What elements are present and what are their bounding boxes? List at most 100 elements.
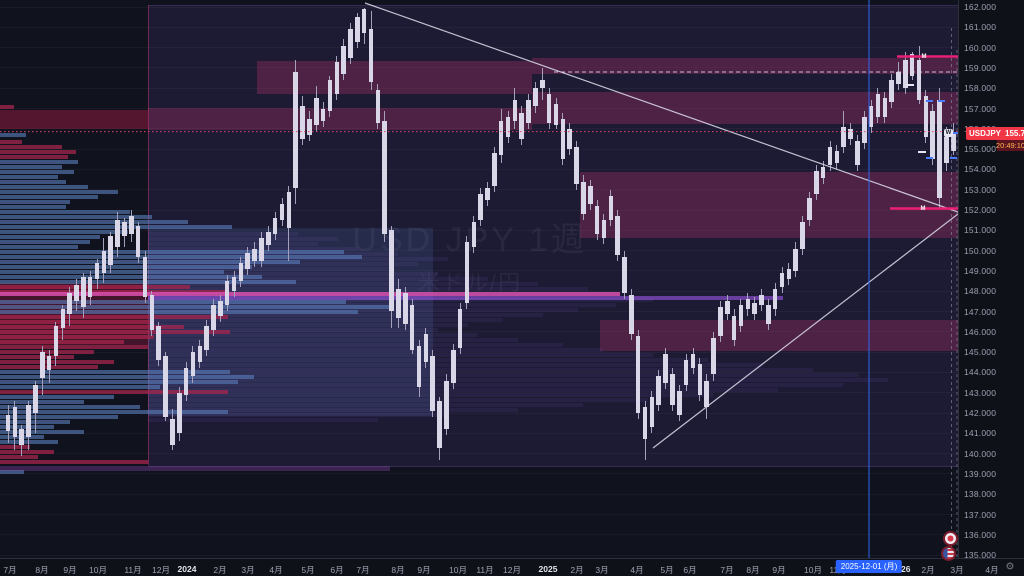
candle-body: [218, 301, 223, 316]
box-volume-row: [148, 313, 543, 317]
volume-profile-row: [0, 325, 184, 329]
price-axis-label: 143.000: [964, 387, 997, 398]
current-price-label: USDJPY 155.758: [966, 127, 1024, 140]
candle-body: [567, 128, 572, 150]
box-volume-row: [148, 237, 338, 241]
box-left-edge: [148, 5, 149, 465]
candle-body: [793, 248, 799, 271]
candle-body: [19, 429, 24, 446]
candle-body: [46, 356, 52, 371]
box-volume-row: [148, 257, 448, 261]
price-axis-label: 137.000: [964, 509, 997, 520]
volume-profile-row: [0, 455, 38, 459]
white-dash-marker: [906, 84, 914, 86]
box-volume-row: [148, 287, 588, 291]
box-volume-row: [148, 232, 298, 236]
time-axis-label: 3月: [595, 565, 609, 575]
blue-dash-marker: [938, 100, 945, 102]
volume-profile-row: [0, 185, 88, 189]
japan-flag-event-icon[interactable]: [943, 531, 958, 546]
candle-body: [697, 364, 703, 395]
candle-body: [416, 346, 422, 387]
price-axis-label: 140.000: [964, 448, 997, 459]
gear-icon[interactable]: ⚙: [1005, 561, 1015, 573]
candle-body: [313, 98, 319, 125]
candle-body: [430, 356, 435, 411]
candle-body: [519, 112, 525, 139]
box-volume-row: [148, 398, 648, 402]
volume-profile-row: [0, 230, 128, 234]
time-axis-label: 5月: [301, 565, 315, 575]
trend-line[interactable]: [364, 2, 958, 213]
candle-body: [211, 305, 216, 330]
candle-body: [834, 151, 840, 164]
candle-body: [752, 303, 757, 314]
time-axis[interactable]: 7月 8月 9月 10月 11月 12月 2024 2月 3月 4月 5月 6月 7月 8月 9月 10月 11…: [0, 558, 1024, 576]
volume-profile-row: [0, 260, 300, 264]
candle-body: [204, 325, 209, 351]
price-axis-label: 145.000: [964, 347, 997, 358]
candle-body: [807, 197, 812, 221]
volume-profile-row: [0, 390, 228, 394]
candle-body: [690, 354, 696, 369]
volume-profile-row: [0, 270, 224, 274]
candle-body: [33, 384, 38, 413]
price-axis-label: 150.000: [964, 245, 997, 256]
price-axis-label: 159.000: [964, 62, 997, 73]
volume-profile-row: [0, 210, 130, 214]
candle-body: [409, 305, 415, 351]
candle-body: [505, 116, 511, 137]
time-axis-label: 4月: [269, 565, 283, 575]
blue-dash-marker: [953, 132, 958, 134]
candle-body: [156, 325, 161, 361]
blue-dash-marker: [950, 157, 957, 159]
time-axis-label: 12月: [503, 565, 521, 575]
box-volume-row: [148, 318, 503, 322]
candle-body: [176, 392, 182, 434]
candle-body: [540, 80, 545, 89]
candle-body: [471, 222, 477, 247]
volume-profile-row: [0, 255, 362, 259]
price-axis-label: 155.000: [964, 144, 997, 155]
candle-body: [87, 276, 93, 298]
candle-body: [403, 293, 408, 324]
price-axis-label: 144.000: [964, 367, 997, 378]
trend-line[interactable]: [652, 213, 958, 449]
volume-profile-row: [0, 150, 76, 154]
candle-body: [533, 88, 538, 107]
candle-body: [142, 256, 148, 298]
crosshair-date-label: 2025-12-01 (月): [835, 560, 903, 573]
candle-body: [889, 80, 894, 103]
volume-profile-row: [0, 285, 190, 289]
candle-body: [896, 71, 901, 85]
volume-profile-row: [0, 385, 160, 389]
candle-body: [670, 374, 675, 405]
price-axis-label: 152.000: [964, 205, 997, 215]
candle-body: [677, 390, 682, 416]
candle-body: [498, 120, 504, 156]
candle-body: [485, 187, 490, 200]
candle-body: [841, 126, 846, 148]
time-axis-label: 2月: [570, 565, 584, 575]
supply-demand-zone: [580, 172, 958, 238]
candle-body: [546, 94, 552, 123]
price-axis[interactable]: 162.000 161.000 160.000 159.000 158.000 157.0…: [958, 0, 1024, 560]
volume-profile-row: [0, 105, 14, 109]
candle-body: [779, 272, 785, 288]
volume-profile-row: [0, 140, 22, 144]
volume-profile-row: [0, 360, 114, 364]
candle-body: [512, 100, 518, 121]
time-axis-label: 12月: [152, 565, 170, 575]
us-flag-event-icon[interactable]: [941, 546, 956, 561]
price-axis-label: 141.000: [964, 428, 997, 439]
chart-canvas[interactable]: USD JPY 1週 米ドル/円: [0, 0, 958, 558]
time-axis-label: 10月: [89, 565, 107, 575]
box-volume-row: [148, 373, 858, 377]
candle-body: [594, 205, 600, 235]
candle-body: [820, 167, 826, 178]
volume-profile-row: [0, 160, 78, 164]
candle-body: [553, 104, 559, 125]
box-volume-row: [148, 408, 518, 412]
box-volume-row: [148, 252, 398, 256]
volume-profile-row: [0, 470, 24, 474]
